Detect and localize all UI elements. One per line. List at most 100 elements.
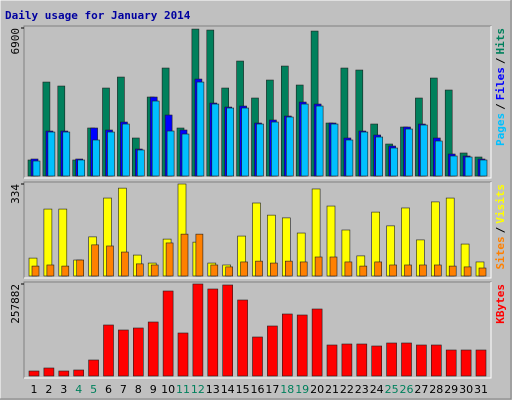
x-tick-label: 7	[120, 383, 127, 396]
x-tick-label: 2	[45, 383, 52, 396]
bar	[32, 160, 41, 177]
bar	[92, 139, 100, 177]
bar	[356, 343, 368, 377]
bar	[433, 264, 442, 277]
panel-edge	[24, 182, 492, 279]
bar	[180, 233, 189, 277]
x-tick-label: 28	[429, 383, 443, 396]
bar	[326, 344, 338, 377]
x-tick-label: 8	[135, 383, 142, 396]
bar	[341, 343, 353, 377]
bar	[311, 308, 323, 377]
bar	[271, 121, 279, 177]
bar	[360, 131, 369, 177]
x-tick-label: 13	[206, 383, 220, 396]
bar	[166, 130, 175, 177]
x-tick-label: 18	[280, 383, 294, 396]
bar	[475, 349, 487, 377]
bar	[401, 342, 412, 377]
bar	[225, 266, 233, 277]
bar	[445, 197, 455, 277]
x-tick-label: 31	[474, 383, 488, 396]
bar	[77, 159, 85, 177]
bar	[344, 261, 353, 277]
legend: Pages / Files / Hits	[494, 28, 507, 146]
x-tick-label: 4	[75, 383, 82, 396]
bar	[240, 261, 248, 277]
bar	[226, 107, 234, 177]
bar	[58, 370, 70, 377]
bar	[195, 233, 204, 277]
bar	[374, 261, 383, 277]
x-tick-label: 10	[161, 383, 175, 396]
bar	[210, 264, 219, 277]
x-tick-label: 30	[459, 383, 473, 396]
bar	[296, 314, 308, 377]
bar	[285, 116, 294, 177]
chart-title: Daily usage for January 2014	[5, 9, 191, 22]
x-tick-label: 23	[355, 383, 369, 396]
bar	[31, 265, 40, 277]
bar	[147, 321, 159, 377]
bar	[375, 136, 384, 177]
x-tick-label: 15	[236, 383, 250, 396]
bar	[133, 327, 144, 377]
bar	[151, 100, 160, 177]
bar	[162, 290, 174, 377]
bar	[196, 81, 205, 177]
x-tick-label: 14	[221, 383, 235, 396]
x-tick-label: 16	[251, 383, 265, 396]
bar	[300, 103, 309, 177]
bar	[222, 284, 233, 377]
bar	[88, 359, 99, 377]
bar	[28, 370, 40, 377]
x-tick-label: 21	[325, 383, 339, 396]
x-tick-label: 26	[400, 383, 414, 396]
x-tick-label: 25	[385, 383, 399, 396]
y-tick-label: 257882	[9, 284, 22, 324]
bar	[267, 325, 278, 377]
bar	[416, 344, 427, 377]
bar	[61, 265, 70, 277]
bar	[106, 245, 114, 277]
legend: KBytes	[494, 284, 507, 324]
x-tick-label: 27	[414, 383, 428, 396]
legend-entry: Sites	[494, 236, 507, 269]
bar	[345, 139, 354, 177]
x-tick-label: 5	[90, 383, 97, 396]
legend-entry: KBytes	[494, 284, 507, 324]
legend-entry: Visits	[494, 184, 507, 224]
bar	[299, 261, 308, 277]
bar	[73, 369, 84, 377]
bar	[460, 349, 472, 377]
bar	[478, 267, 487, 277]
bar	[256, 123, 264, 177]
bar	[315, 105, 324, 177]
x-tick-label: 9	[150, 383, 157, 396]
bar	[107, 131, 115, 177]
legend-entry: Hits	[494, 28, 507, 55]
x-tick-label: 19	[295, 383, 309, 396]
bar	[371, 345, 383, 377]
bar	[434, 140, 443, 177]
bar	[386, 342, 397, 377]
bar	[177, 332, 189, 377]
bar	[150, 264, 159, 277]
bar	[62, 131, 71, 177]
bar	[46, 264, 55, 277]
y-tick-label: 334	[9, 184, 22, 204]
bar	[389, 264, 397, 277]
bar	[404, 264, 412, 277]
bar	[270, 262, 278, 277]
bar	[445, 349, 457, 377]
bar	[43, 367, 55, 377]
panel-edge	[24, 26, 492, 179]
bar	[136, 263, 144, 277]
bar	[237, 299, 248, 377]
legend-entry: Pages	[494, 113, 507, 146]
bar	[47, 131, 56, 177]
bar	[76, 259, 84, 277]
bar	[448, 265, 457, 277]
